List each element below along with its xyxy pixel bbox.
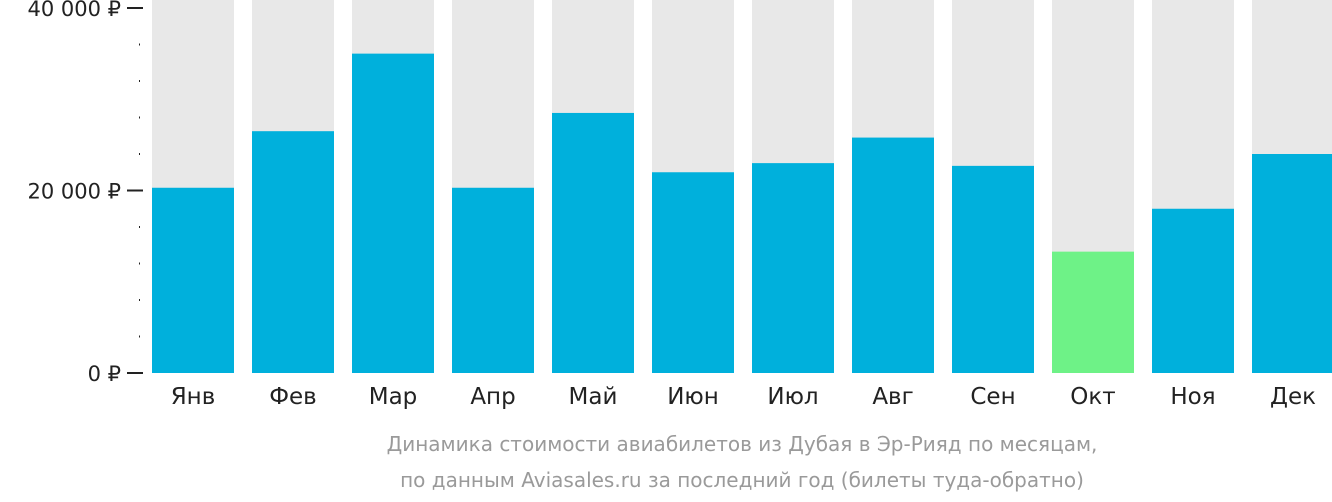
x-tick-label-8: Сен (970, 384, 1015, 410)
bar-4 (552, 112, 634, 373)
bar-9 (1052, 251, 1134, 373)
x-tick-label-3: Апр (470, 384, 515, 410)
bar-1 (252, 131, 334, 373)
x-tick-label-4: Май (569, 384, 618, 410)
x-tick-label-11: Дек (1270, 384, 1316, 410)
caption-line-2: по данным Aviasales.ru за последний год … (400, 468, 1084, 492)
chart-caption: Динамика стоимости авиабилетов из Дубая … (387, 432, 1098, 492)
y-tick-label-1: 20 000 ₽ (27, 180, 121, 204)
bar-8 (952, 165, 1034, 373)
x-tick-label-10: Ноя (1170, 384, 1215, 410)
x-axis-labels: Янв Фев Мар Апр Май Июн Июл Авг Сен Окт Ноя Дек (171, 384, 1316, 410)
bar-11 (1252, 154, 1332, 373)
y-tick-label-2: 40 000 ₽ (27, 0, 121, 21)
bar-3 (452, 187, 534, 373)
bar-0 (152, 187, 234, 373)
bar-2 (352, 53, 434, 373)
x-tick-label-7: Авг (872, 384, 913, 410)
x-tick-label-6: Июл (767, 384, 818, 410)
x-tick-label-2: Мар (369, 384, 418, 410)
bar-6 (752, 163, 834, 373)
caption-line-1: Динамика стоимости авиабилетов из Дубая … (387, 432, 1098, 456)
x-tick-label-5: Июн (667, 384, 719, 410)
x-tick-label-0: Янв (171, 384, 216, 410)
bars-layer (152, 0, 1332, 373)
bar-10 (1152, 208, 1234, 373)
x-tick-label-9: Окт (1070, 384, 1115, 410)
bar-5 (652, 172, 734, 373)
y-axis: 0 ₽ 20 000 ₽ 40 000 ₽ (27, 0, 143, 386)
x-tick-label-1: Фев (269, 384, 317, 410)
bar-7 (852, 137, 934, 373)
y-tick-label-0: 0 ₽ (88, 362, 121, 386)
